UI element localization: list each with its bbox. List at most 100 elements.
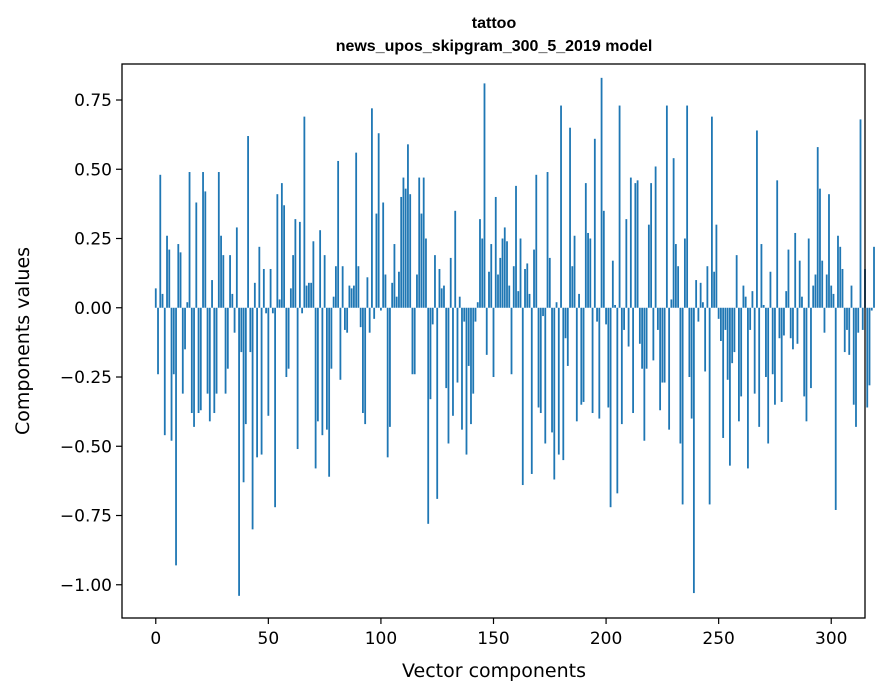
bar-231 <box>674 244 677 308</box>
chart-title-line1: tattoo <box>472 15 517 32</box>
bar-58 <box>285 307 288 378</box>
bar-278 <box>780 307 783 402</box>
bar-298 <box>825 274 828 308</box>
bar-10 <box>177 244 180 308</box>
bar-227 <box>665 105 668 308</box>
bar-285 <box>796 307 799 344</box>
bar-206 <box>618 105 621 308</box>
y-tick-label: 0.25 <box>74 230 112 250</box>
bar-93 <box>364 307 367 425</box>
bar-200 <box>605 307 607 325</box>
bar-8 <box>172 307 175 375</box>
bar-157 <box>508 285 511 308</box>
bar-197 <box>598 307 601 419</box>
bar-73 <box>319 230 322 308</box>
bar-317 <box>868 307 871 386</box>
bar-176 <box>551 307 553 433</box>
bar-228 <box>668 307 671 430</box>
bar-36 <box>235 227 238 308</box>
bar-216 <box>641 307 643 369</box>
bar-170 <box>537 307 540 408</box>
bar-123 <box>431 307 434 325</box>
bar-125 <box>436 307 439 499</box>
bar-288 <box>803 307 806 397</box>
x-axis-label: Vector components <box>402 660 586 682</box>
bar-64 <box>298 221 301 308</box>
bar-193 <box>589 238 592 308</box>
bar-276 <box>776 180 779 308</box>
bar-215 <box>638 307 641 344</box>
bar-103 <box>386 307 389 458</box>
bar-244 <box>704 307 707 372</box>
bar-104 <box>389 307 391 427</box>
bar-150 <box>492 307 495 378</box>
bar-34 <box>231 293 234 308</box>
bar-74 <box>321 307 324 436</box>
x-tick-label: 100 <box>365 629 397 649</box>
bar-175 <box>548 257 551 308</box>
bar-158 <box>510 307 513 375</box>
x-tick-label: 250 <box>702 629 734 649</box>
bar-280 <box>785 291 788 308</box>
bar-70 <box>312 241 315 308</box>
bar-248 <box>713 271 716 308</box>
bar-24 <box>208 307 211 422</box>
bar-133 <box>454 210 457 308</box>
bar-182 <box>564 307 567 339</box>
bar-179 <box>557 307 560 455</box>
bar-195 <box>593 138 596 308</box>
bar-273 <box>769 271 772 308</box>
bar-27 <box>215 307 218 394</box>
bar-219 <box>647 224 650 308</box>
bar-118 <box>420 213 423 308</box>
bar-260 <box>740 307 743 397</box>
bar-255 <box>729 307 731 466</box>
bar-287 <box>801 296 803 308</box>
bar-141 <box>472 307 475 394</box>
bar-126 <box>438 268 441 308</box>
bar-111 <box>404 188 407 308</box>
x-tick-label: 200 <box>590 629 622 649</box>
bar-167 <box>530 307 533 474</box>
bar-268 <box>758 307 761 427</box>
bar-128 <box>443 285 445 308</box>
bar-152 <box>497 274 499 308</box>
bar-1 <box>157 307 159 375</box>
y-tick-label: 0.75 <box>74 91 112 111</box>
bar-20 <box>199 307 202 411</box>
bar-207 <box>620 307 623 425</box>
bar-209 <box>625 219 628 308</box>
bar-190 <box>582 307 585 402</box>
bar-82 <box>339 307 342 380</box>
bar-259 <box>738 307 740 422</box>
bar-311 <box>855 307 857 427</box>
bar-223 <box>656 307 659 330</box>
bar-19 <box>197 307 200 414</box>
bar-295 <box>819 188 821 308</box>
bar-49 <box>265 307 267 314</box>
bar-48 <box>262 268 265 308</box>
bar-307 <box>846 307 848 330</box>
bar-0 <box>154 288 157 308</box>
bar-177 <box>553 307 556 480</box>
bar-264 <box>749 307 752 330</box>
bar-148 <box>488 271 490 308</box>
bar-54 <box>276 194 279 308</box>
bar-62 <box>294 219 297 308</box>
bar-9 <box>175 307 177 566</box>
bar-88 <box>353 285 355 308</box>
bar-162 <box>519 238 522 308</box>
bar-238 <box>690 307 693 419</box>
bar-245 <box>706 266 709 308</box>
bar-230 <box>672 158 675 308</box>
bar-77 <box>328 307 331 477</box>
bar-127 <box>440 288 443 308</box>
bar-192 <box>587 232 589 308</box>
bar-313 <box>859 119 862 308</box>
bar-69 <box>310 282 313 308</box>
bar-63 <box>296 307 299 450</box>
bar-198 <box>600 77 603 308</box>
bar-290 <box>807 238 810 308</box>
y-axis-label: Components values <box>12 247 34 435</box>
bar-163 <box>521 307 524 486</box>
